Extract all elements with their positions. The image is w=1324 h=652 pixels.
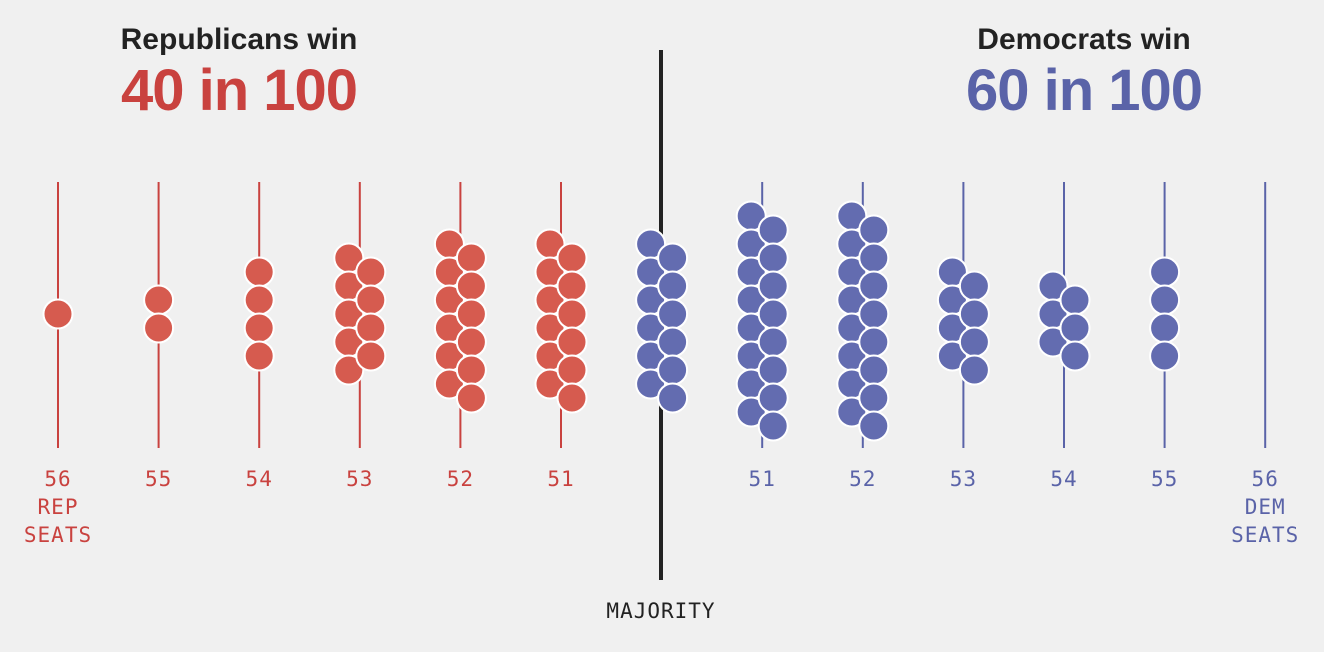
- tick-label-rep-55-0: 55: [145, 467, 172, 491]
- dot-dem-54: [1059, 340, 1091, 372]
- dot-rep-54: [243, 340, 275, 372]
- dot-dem-52: [858, 242, 890, 274]
- dot-rep-51: [534, 368, 566, 400]
- tick-label-rep-56-1: REP: [38, 495, 79, 519]
- dot-dem-52: [858, 326, 890, 358]
- dot-dem-53: [958, 354, 990, 386]
- dot-dem-50: [635, 368, 667, 400]
- dot-dem-55: [1149, 312, 1181, 344]
- rep-win-odds: 40 in 100: [121, 58, 357, 123]
- tick-label-rep-56-0: 56: [44, 467, 71, 491]
- rep-win-label: Republicans win: [121, 23, 358, 56]
- dot-dem-55: [1149, 284, 1181, 316]
- dot-rep-56: [42, 298, 74, 330]
- dot-dem-55: [1149, 256, 1181, 288]
- dot-dem-52: [858, 270, 890, 302]
- dot-dem-52: [858, 382, 890, 414]
- dot-dem-54: [1059, 312, 1091, 344]
- tick-label-dem-56-0: 56: [1252, 467, 1279, 491]
- majority-label: MAJORITY: [606, 599, 715, 623]
- dot-rep-55: [143, 284, 175, 316]
- dot-rep-52: [455, 382, 487, 414]
- tick-label-rep-52-0: 52: [447, 467, 474, 491]
- tick-label-dem-56-2: SEATS: [1231, 523, 1299, 547]
- dot-dem-51: [735, 396, 767, 428]
- dot-dem-50: [657, 354, 689, 386]
- dot-rep-52: [455, 270, 487, 302]
- dot-dem-50: [657, 382, 689, 414]
- dot-dem-51: [757, 298, 789, 330]
- seat-tick-labels: 56 REP SEATS 55 54 53 52 51 51 52 53 54 55 56 DEM SEATS: [24, 467, 1299, 547]
- tick-label-rep-51-0: 51: [547, 467, 574, 491]
- tick-label-rep-56-2: SEATS: [24, 523, 92, 547]
- dot-rep-54: [243, 312, 275, 344]
- dot-rep-54: [243, 256, 275, 288]
- dot-dem-53: [958, 270, 990, 302]
- dot-dem-53: [936, 340, 968, 372]
- dot-rep-53: [355, 312, 387, 344]
- dot-rep-52: [455, 298, 487, 330]
- dot-rep-51: [556, 354, 588, 386]
- dot-dem-54: [1037, 326, 1069, 358]
- tick-label-dem-55-0: 55: [1151, 467, 1178, 491]
- dot-dem-50: [657, 298, 689, 330]
- tick-label-dem-54-0: 54: [1050, 467, 1077, 491]
- dot-dem-51: [757, 214, 789, 246]
- dot-dem-52: [836, 396, 868, 428]
- dot-dem-52: [858, 214, 890, 246]
- dot-rep-52: [455, 354, 487, 386]
- dem-win-label: Democrats win: [977, 23, 1190, 56]
- dot-dem-53: [958, 326, 990, 358]
- dot-rep-53: [333, 354, 365, 386]
- dot-dem-51: [757, 354, 789, 386]
- dot-dem-52: [858, 298, 890, 330]
- dot-dem-50: [657, 270, 689, 302]
- dot-rep-55: [143, 312, 175, 344]
- tick-label-dem-56-1: DEM: [1245, 495, 1286, 519]
- dot-dem-53: [958, 298, 990, 330]
- dot-dem-51: [757, 326, 789, 358]
- dot-rep-54: [243, 284, 275, 316]
- dot-dem-50: [657, 242, 689, 274]
- dot-rep-51: [556, 242, 588, 274]
- dem-win-odds: 60 in 100: [966, 58, 1202, 123]
- dot-dem-54: [1059, 284, 1091, 316]
- dot-rep-51: [556, 382, 588, 414]
- dot-rep-51: [556, 326, 588, 358]
- dot-rep-53: [355, 256, 387, 288]
- dot-dem-51: [757, 382, 789, 414]
- tick-label-dem-53-0: 53: [950, 467, 977, 491]
- dot-dem-55: [1149, 340, 1181, 372]
- tick-label-dem-52-0: 52: [849, 467, 876, 491]
- dot-rep-52: [433, 368, 465, 400]
- dot-dem-51: [757, 270, 789, 302]
- dot-dem-52: [858, 410, 890, 442]
- dot-dem-50: [657, 326, 689, 358]
- dot-rep-52: [455, 242, 487, 274]
- dot-rep-52: [455, 326, 487, 358]
- dot-rep-51: [556, 298, 588, 330]
- tick-label-rep-54-0: 54: [246, 467, 273, 491]
- dot-dem-52: [858, 354, 890, 386]
- dot-rep-53: [355, 340, 387, 372]
- outcome-dots: [42, 200, 1181, 442]
- tick-label-dem-51-0: 51: [749, 467, 776, 491]
- tick-label-rep-53-0: 53: [346, 467, 373, 491]
- dot-dem-51: [757, 242, 789, 274]
- dot-rep-53: [355, 284, 387, 316]
- dot-dem-51: [757, 410, 789, 442]
- dot-rep-51: [556, 270, 588, 302]
